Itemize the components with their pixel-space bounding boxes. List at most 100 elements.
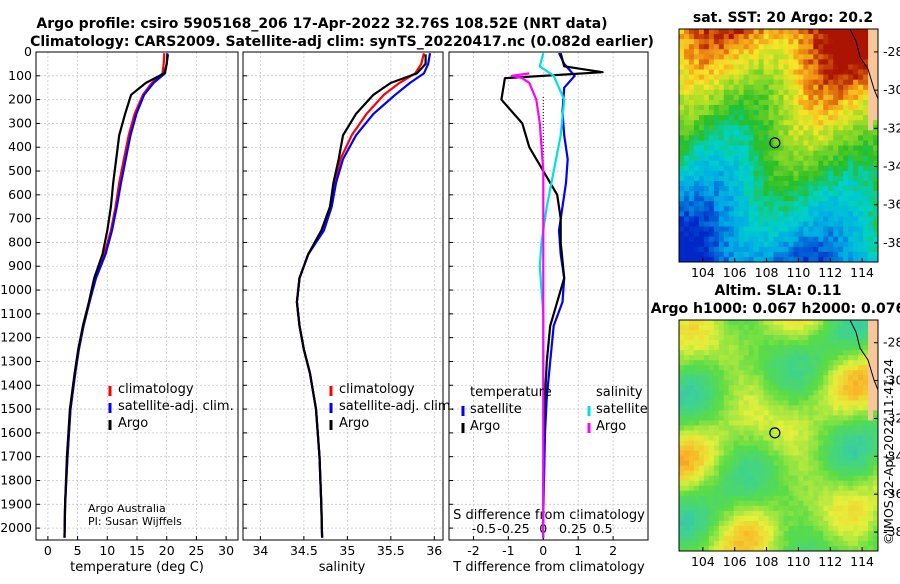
heatmap-cell: [868, 59, 874, 65]
heatmap-cell: [858, 465, 864, 472]
heatmap-cell: [753, 390, 760, 396]
heatmap-cell: [753, 505, 760, 512]
heatmap-cell: [783, 206, 789, 212]
heatmap-cell: [828, 99, 834, 106]
heatmap-cell: [728, 425, 735, 431]
heatmap-cell: [713, 216, 720, 222]
heatmap-cell: [698, 370, 705, 376]
heatmap-cell: [813, 54, 819, 60]
heatmap-cell: [708, 110, 715, 116]
heatmap-cell: [858, 211, 864, 217]
heatmap-cell: [833, 410, 839, 416]
heatmap-cell: [748, 325, 755, 331]
heatmap-cell: [858, 425, 864, 431]
heatmap-cell: [778, 505, 784, 512]
heatmap-cell: [783, 236, 789, 243]
heatmap-cell: [679, 89, 685, 96]
heatmap-cell: [698, 330, 705, 336]
heatmap-cell: [818, 231, 824, 238]
heatmap-cell: [838, 150, 844, 157]
xtick-label-difference: 2: [609, 543, 617, 558]
heatmap-cell: [743, 475, 750, 482]
heatmap-cell: [803, 74, 809, 81]
heatmap-cell: [778, 140, 784, 146]
heatmap-cell: [778, 525, 784, 532]
heatmap-cell: [843, 221, 849, 227]
heatmap-cell: [679, 405, 685, 411]
heatmap-cell: [873, 79, 879, 86]
heatmap-cell: [793, 510, 799, 517]
heatmap-cell: [683, 206, 690, 212]
heatmap-cell: [828, 465, 834, 472]
heatmap-cell: [698, 49, 705, 55]
heatmap-cell: [718, 160, 725, 167]
heatmap-cell: [763, 34, 769, 40]
ytick-label: 1000: [0, 282, 32, 297]
heatmap-cell: [803, 226, 809, 233]
heatmap-cell: [683, 335, 690, 341]
heatmap-cell: [708, 470, 715, 477]
heatmap-cell: [853, 150, 859, 157]
heatmap-cell: [873, 44, 879, 50]
heatmap-cell: [743, 350, 750, 356]
heatmap-cell: [718, 135, 725, 141]
heatmap-cell: [863, 370, 869, 376]
heatmap-cell: [728, 196, 735, 202]
heatmap-cell: [733, 430, 740, 436]
heatmap-cell: [738, 99, 745, 106]
heatmap-cell: [803, 440, 809, 446]
heatmap-cell: [708, 246, 715, 253]
heatmap-cell: [863, 390, 869, 396]
heatmap-cell: [783, 390, 789, 396]
heatmap-cell: [728, 410, 735, 416]
heatmap-cell: [703, 59, 710, 65]
heatmap-cell: [818, 435, 824, 441]
heatmap-cell: [763, 39, 769, 45]
heatmap-cell: [828, 231, 834, 238]
heatmap-cell: [803, 69, 809, 75]
heatmap-cell: [813, 221, 819, 227]
heatmap-cell: [818, 540, 824, 547]
heatmap-cell: [718, 74, 725, 81]
heatmap-cell: [679, 365, 685, 371]
heatmap-cell: [798, 445, 804, 451]
heatmap-cell: [793, 495, 799, 502]
heatmap-cell: [773, 150, 779, 157]
heatmap-cell: [783, 530, 789, 537]
heatmap-cell: [808, 540, 814, 547]
heatmap-cell: [793, 186, 799, 192]
heatmap-cell: [723, 340, 730, 346]
heatmap-cell: [768, 485, 774, 492]
heatmap-cell: [803, 490, 809, 497]
heatmap-cell: [803, 110, 809, 116]
heatmap-cell: [738, 325, 745, 331]
heatmap-cell: [778, 490, 784, 497]
heatmap-cell: [873, 59, 879, 65]
heatmap-cell: [748, 155, 755, 162]
heatmap-cell: [693, 104, 700, 111]
heatmap-cell: [843, 480, 849, 487]
heatmap-cell: [743, 495, 750, 502]
heatmap-cell: [693, 470, 700, 477]
heatmap-cell: [833, 525, 839, 532]
heatmap-cell: [703, 465, 710, 472]
heatmap-cell: [748, 231, 755, 238]
heatmap-cell: [679, 345, 685, 351]
heatmap-cell: [858, 385, 864, 391]
heatmap-cell: [783, 165, 789, 172]
heatmap-cell: [693, 440, 700, 446]
heatmap-cell: [848, 175, 854, 182]
heatmap-cell: [773, 104, 779, 111]
heatmap-cell: [688, 69, 695, 75]
heatmap-cell: [868, 99, 874, 106]
heatmap-cell: [793, 165, 799, 172]
heatmap-cell: [813, 94, 819, 101]
heatmap-cell: [698, 191, 705, 197]
heatmap-cell: [683, 221, 690, 227]
heatmap-cell: [833, 69, 839, 75]
heatmap-cell: [728, 340, 735, 346]
heatmap-cell: [858, 99, 864, 106]
heatmap-cells-sst_map: [679, 29, 879, 263]
heatmap-cell: [728, 226, 735, 233]
heatmap-cell: [853, 69, 859, 75]
